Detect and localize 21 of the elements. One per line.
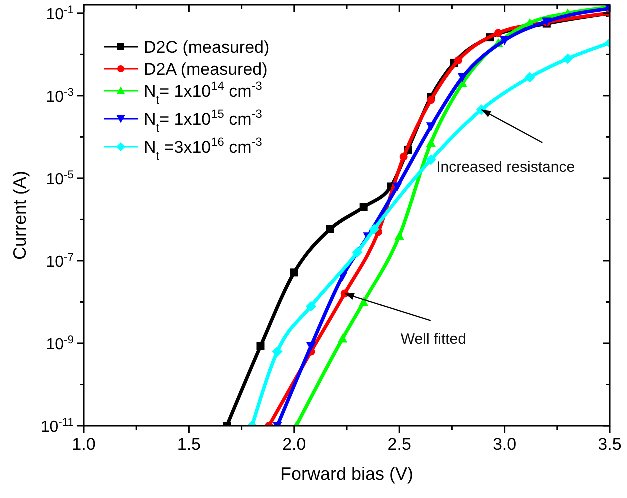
- x-tick-label: 3.5: [598, 435, 622, 454]
- x-tick-label: 2.5: [388, 435, 412, 454]
- y-tick-label: 10$^{-7}$: [46, 252, 74, 271]
- x-tick-label: 3.0: [492, 435, 517, 454]
- y-tick-label: 10$^{-3}$: [46, 86, 74, 106]
- x-tick-label: 1.0: [72, 435, 96, 454]
- legend-label: N$_{t}$= 1x10$^{14}$ cm$^{-3}$: [144, 79, 263, 107]
- y-tick-label: 10$^{-5}$: [46, 169, 74, 188]
- y-axis-title: Current (A): [10, 170, 30, 260]
- legend-label: D2A (measured): [144, 60, 268, 79]
- legend-label: N$_{t}$= 1x10$^{15}$ cm$^{-3}$: [144, 107, 263, 135]
- annotation: Well fitted: [400, 330, 466, 348]
- y-tick-label: 10$^{-1}$: [46, 4, 74, 24]
- x-axis-title: Forward bias (V): [280, 464, 414, 484]
- x-tick-label: 1.5: [177, 435, 202, 454]
- legend-label: D2C (measured): [144, 38, 270, 57]
- y-tick-label: 10$^{-9}$: [46, 334, 74, 354]
- x-tick-label: 2.0: [282, 435, 306, 454]
- legend-label: N$_{t}$ =3x10$^{16}$ cm$^{-3}$: [144, 135, 263, 163]
- y-tick-label: 10$^{-11}$: [40, 417, 74, 436]
- annotation: Increased resistance: [436, 158, 576, 176]
